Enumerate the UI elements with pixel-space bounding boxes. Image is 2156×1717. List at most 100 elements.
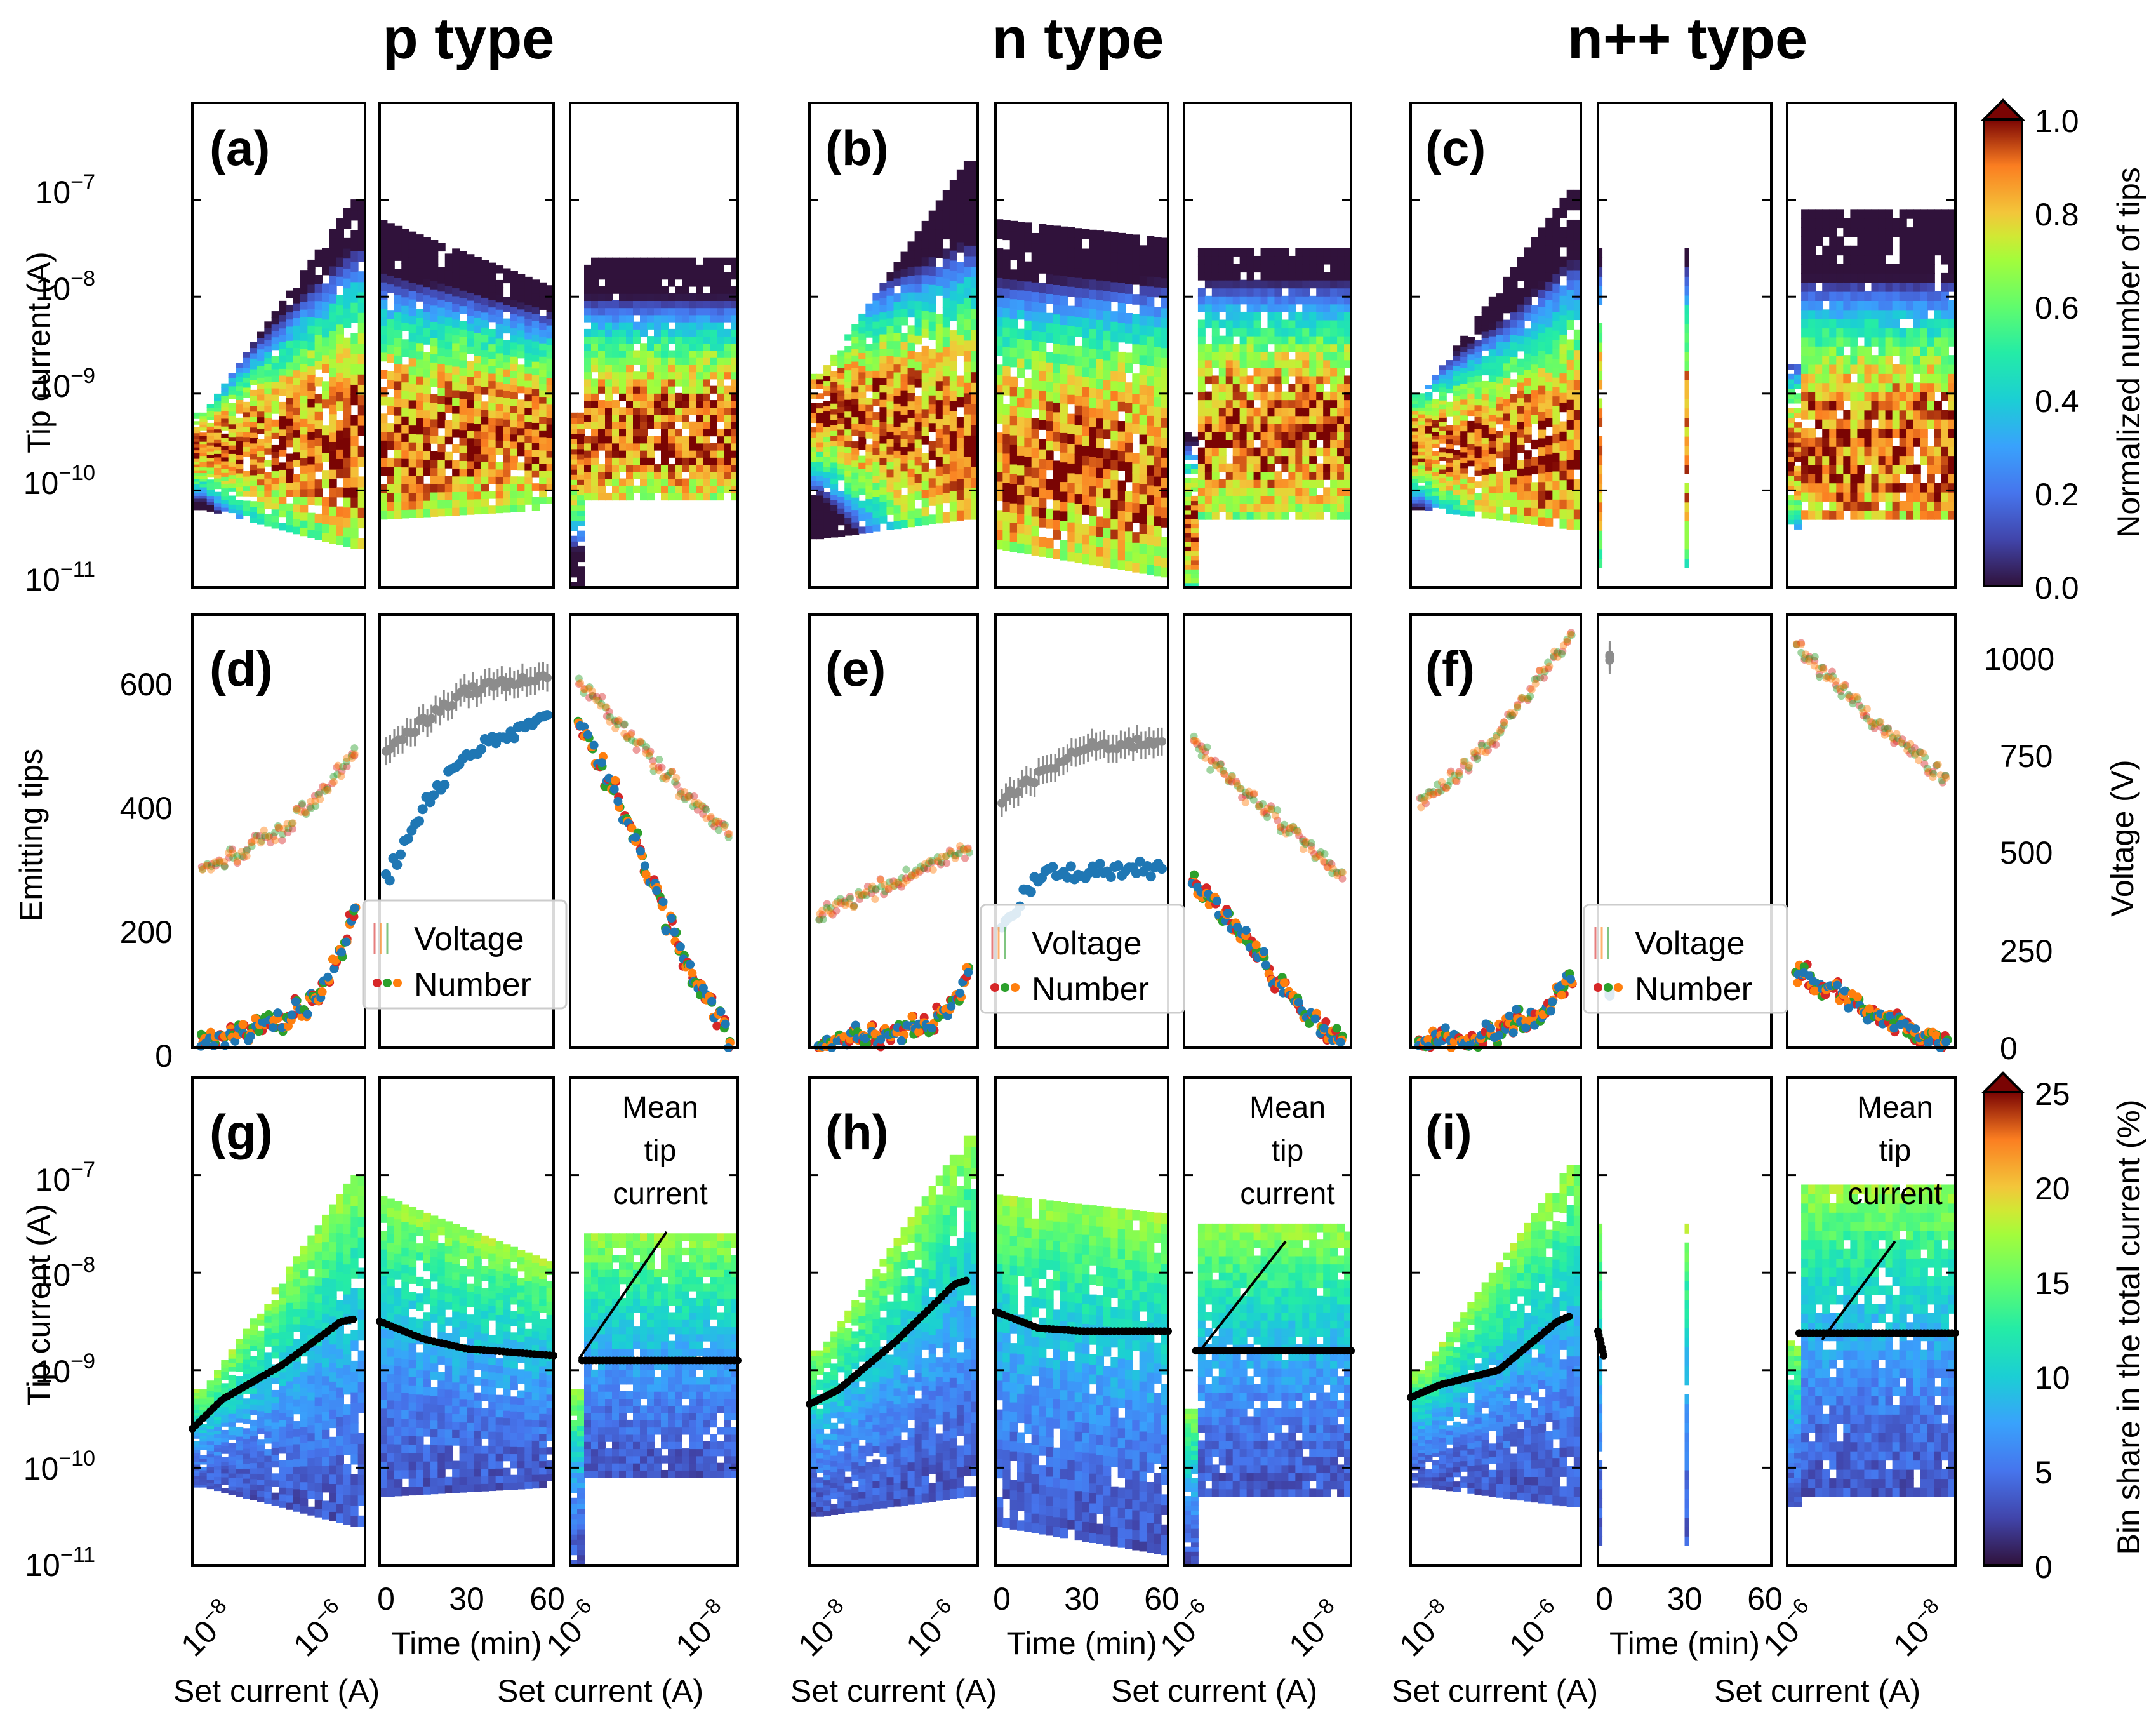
- heatmap-bin: [816, 393, 825, 399]
- heatmap-bin: [1039, 283, 1047, 293]
- heatmap-bin: [1302, 447, 1310, 457]
- heatmap-bin: [408, 458, 417, 468]
- heatmap-bin: [531, 395, 540, 403]
- heatmap-bin: [963, 182, 971, 193]
- heatmap-bin: [935, 427, 943, 438]
- heatmap-bin: [837, 502, 846, 509]
- heatmap-bin: [844, 452, 853, 459]
- heatmap-bin: [343, 407, 352, 418]
- heatmap-bin: [956, 220, 964, 232]
- heatmap-bin: [452, 444, 460, 453]
- heatmap-bin: [1031, 340, 1039, 351]
- heatmap-bin: [717, 350, 724, 358]
- heatmap-bin: [1446, 476, 1454, 481]
- heatmap-bin: [886, 401, 895, 410]
- heatmap-bin: [444, 460, 453, 469]
- heatmap-bin: [307, 406, 316, 416]
- heatmap-bin: [206, 444, 215, 449]
- heatmap-bin: [1253, 511, 1261, 520]
- heatmap-bin: [1418, 492, 1426, 497]
- heatmap-bin: [921, 292, 929, 302]
- heatmap-bin: [570, 515, 578, 521]
- heatmap-bin: [1161, 457, 1169, 468]
- heatmap-bin: [1017, 425, 1025, 437]
- heatmap-bin: [394, 475, 403, 484]
- heatmap-bin: [921, 257, 929, 267]
- heatmap-bin: [816, 436, 825, 443]
- heatmap-bin: [300, 348, 309, 357]
- heatmap-bin: [605, 436, 613, 444]
- heatmap-bin: [837, 411, 846, 418]
- heatmap-bin: [1253, 359, 1261, 368]
- heatmap-bin: [452, 279, 460, 289]
- heatmap-bin: [886, 385, 895, 394]
- heatmap-bin: [286, 326, 294, 334]
- heatmap-bin: [243, 481, 251, 487]
- heatmap-bin: [1096, 486, 1104, 498]
- heatmap-bin: [300, 481, 309, 490]
- heatmap-bin: [1218, 344, 1227, 352]
- heatmap-bin: [605, 428, 613, 437]
- heatmap-bin: [1253, 487, 1261, 496]
- heatmap-bin: [401, 347, 409, 357]
- heatmap-bin: [401, 271, 409, 281]
- heatmap-bin: [401, 245, 409, 255]
- heatmap-bin: [401, 305, 409, 315]
- heatmap-bin: [816, 441, 825, 448]
- heatmap-bin: [1309, 272, 1317, 281]
- heatmap-bin: [1204, 359, 1213, 368]
- heatmap-bin: [640, 485, 648, 493]
- heatmap-bin: [1316, 415, 1324, 424]
- subpanel-ramp-up: [192, 199, 366, 549]
- heatmap-bin: [510, 455, 518, 463]
- heatmap-bin: [503, 318, 511, 326]
- heatmap-bin: [640, 343, 648, 351]
- heatmap-bin: [387, 327, 395, 337]
- heatmap-bin: [851, 453, 860, 461]
- heatmap-bin: [1232, 367, 1241, 377]
- heatmap-bin: [1474, 457, 1482, 465]
- heatmap-bin: [598, 471, 606, 479]
- heatmap-bin: [640, 328, 648, 337]
- heatmap-bin: [228, 381, 236, 387]
- heatmap-bin: [300, 449, 309, 458]
- heatmap-bin: [1453, 420, 1461, 426]
- heatmap-bin: [914, 396, 922, 405]
- heatmap-bin: [503, 426, 511, 434]
- heatmap-bin: [350, 497, 359, 508]
- heatmap-bin: [214, 460, 222, 465]
- heatmap-bin: [350, 373, 359, 385]
- heatmap-bin: [228, 419, 236, 425]
- heatmap-bin: [539, 342, 547, 351]
- heatmap-bin: [1432, 379, 1440, 384]
- heatmap-bin: [1337, 471, 1345, 480]
- heatmap-bin: [717, 357, 724, 365]
- heatmap-bin: [1330, 344, 1338, 352]
- heatmap-bin: [1460, 367, 1468, 373]
- heatmap-bin: [1425, 436, 1433, 441]
- heatmap-bin: [995, 297, 1004, 307]
- heatmap-bin: [474, 295, 482, 304]
- heatmap-bin: [430, 288, 439, 298]
- heatmap-bin: [1295, 359, 1303, 368]
- heatmap-bin: [1184, 478, 1192, 483]
- heatmap-bin: [1184, 582, 1192, 588]
- heatmap-bin: [612, 436, 620, 444]
- heatmap-bin: [1418, 438, 1426, 442]
- heatmap-bin: [570, 458, 578, 465]
- heatmap-bin: [619, 414, 627, 422]
- heatmap-bin: [503, 340, 511, 348]
- heatmap-bin: [423, 377, 431, 386]
- heatmap-bin: [577, 577, 585, 583]
- heatmap-bin: [1009, 376, 1018, 387]
- heatmap-bin: [872, 433, 881, 441]
- heatmap-bin: [221, 410, 229, 415]
- heatmap-bin: [1453, 390, 1461, 396]
- heatmap-bin: [837, 350, 846, 357]
- heatmap-bin: [264, 460, 272, 467]
- heatmap-bin: [1460, 341, 1468, 347]
- heatmap-bin: [682, 392, 689, 401]
- heatmap-bin: [914, 309, 922, 319]
- heatmap-bin: [1439, 378, 1447, 384]
- heatmap-bin: [570, 535, 578, 542]
